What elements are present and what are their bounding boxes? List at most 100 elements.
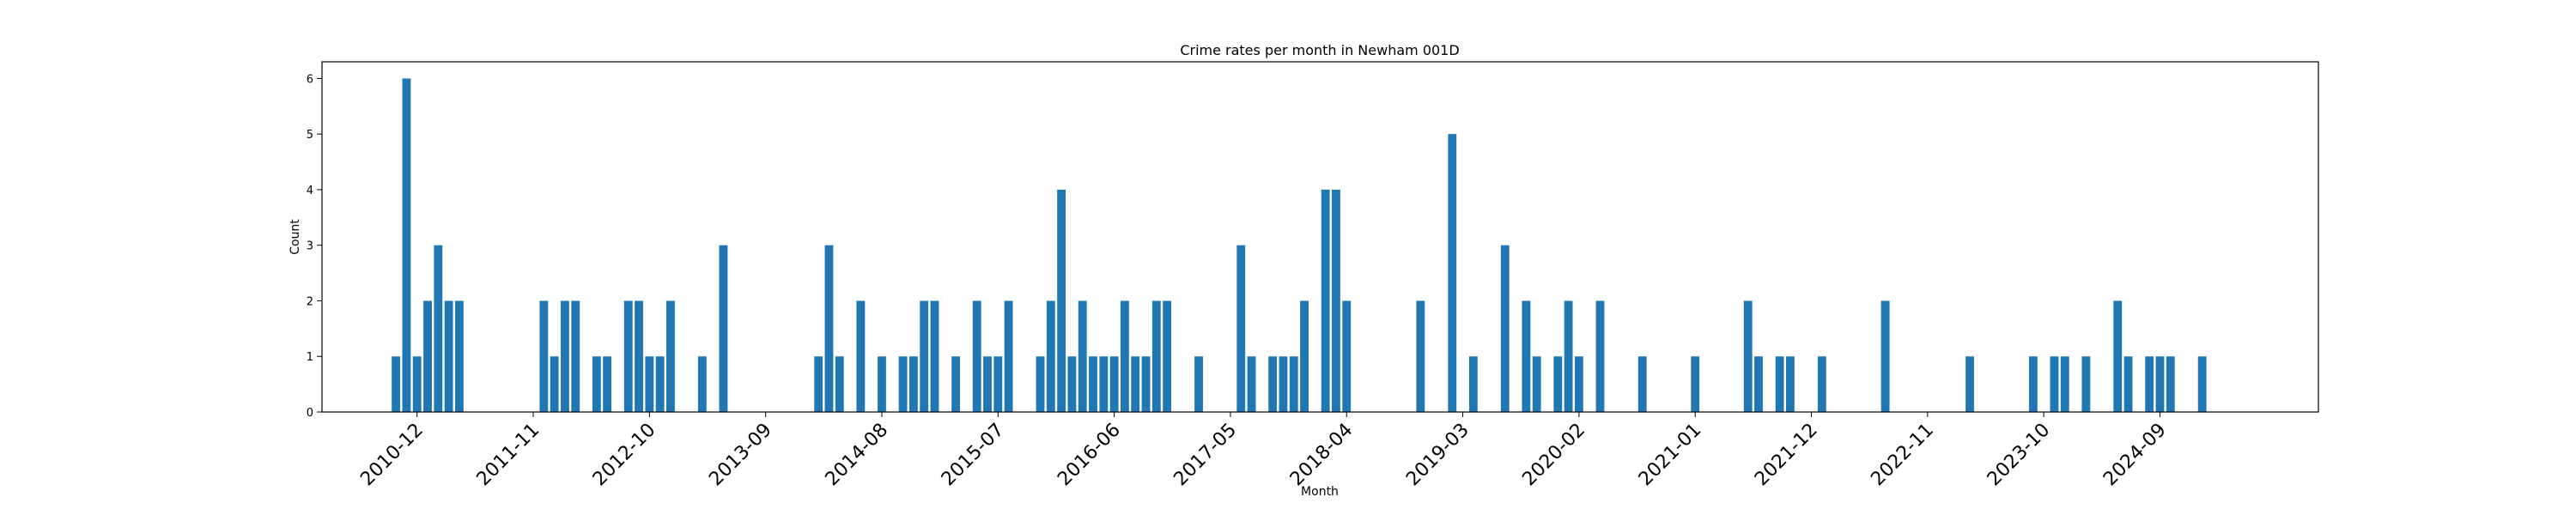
bar xyxy=(592,356,601,412)
x-tick-label: 2017-05 xyxy=(1170,420,1241,491)
bar xyxy=(561,300,569,412)
x-tick-label: 2013-09 xyxy=(705,420,776,491)
bar xyxy=(392,356,401,412)
x-tick-label: 2021-12 xyxy=(1751,420,1822,491)
bar xyxy=(1247,356,1256,412)
bar xyxy=(1046,300,1055,412)
bar xyxy=(1574,356,1583,412)
bar xyxy=(1564,300,1573,412)
bar xyxy=(1691,356,1700,412)
x-tick-label: 2020-02 xyxy=(1518,420,1589,491)
bar xyxy=(972,300,981,412)
bar xyxy=(455,300,464,412)
bar xyxy=(814,356,823,412)
bar xyxy=(2155,356,2165,412)
bar xyxy=(908,356,918,412)
bar xyxy=(402,78,411,413)
x-axis-label: Month xyxy=(1301,485,1339,499)
bar xyxy=(920,300,929,412)
x-tick-label: 2023-10 xyxy=(1984,420,2055,491)
bar xyxy=(1036,356,1045,412)
bar xyxy=(930,300,939,412)
bar xyxy=(2081,356,2091,412)
x-tick-label: 2021-01 xyxy=(1635,420,1706,491)
bar xyxy=(1163,300,1172,412)
bar xyxy=(2050,356,2059,412)
bar xyxy=(719,245,728,412)
x-tick-label: 2012-10 xyxy=(589,420,660,491)
bar xyxy=(2060,356,2069,412)
y-tick-label: 1 xyxy=(307,351,313,364)
x-tick-label: 2014-08 xyxy=(822,420,893,491)
y-tick-label: 6 xyxy=(307,73,313,86)
x-tick-label: 2018-04 xyxy=(1286,420,1358,491)
x-tick-label: 2024-09 xyxy=(2099,420,2171,491)
bar xyxy=(666,300,675,412)
bar xyxy=(1817,356,1826,412)
bar xyxy=(1151,300,1161,412)
bar xyxy=(1279,356,1288,412)
bar xyxy=(697,356,707,412)
bar xyxy=(655,356,665,412)
bar xyxy=(1416,300,1425,412)
bar xyxy=(2028,356,2038,412)
x-tick-label: 2011-11 xyxy=(473,420,544,491)
bar xyxy=(1880,300,1890,412)
bar xyxy=(878,356,886,412)
y-axis-label: Count xyxy=(289,219,302,255)
bar xyxy=(1754,356,1763,412)
bar xyxy=(2166,356,2175,412)
bar xyxy=(1532,356,1541,412)
x-axis: 2010-12 2011-11 2012-10 2013-09 2014-08 2015-… xyxy=(356,412,2171,491)
bar xyxy=(1099,356,1109,412)
y-tick-label: 0 xyxy=(307,407,313,420)
bar xyxy=(434,245,443,412)
bar xyxy=(1743,300,1753,412)
bar xyxy=(1194,356,1203,412)
bar xyxy=(1141,356,1151,412)
x-tick-label: 2010-12 xyxy=(356,420,428,491)
bar xyxy=(1553,356,1563,412)
bar xyxy=(1468,356,1478,412)
bar xyxy=(1089,356,1097,412)
bar xyxy=(835,356,844,412)
bar xyxy=(2197,356,2207,412)
bar xyxy=(444,300,453,412)
bar xyxy=(1595,300,1605,412)
chart-title: Crime rates per month in Newham 001D xyxy=(1180,42,1459,58)
bar xyxy=(550,356,559,412)
bar xyxy=(898,356,908,412)
bar xyxy=(412,356,422,412)
bar xyxy=(539,300,549,412)
bar xyxy=(635,300,643,412)
bar xyxy=(1289,356,1298,412)
bars-group xyxy=(392,78,2207,413)
bar xyxy=(1131,356,1140,412)
bar xyxy=(856,300,866,412)
y-tick-label: 2 xyxy=(307,295,313,308)
bar xyxy=(2145,356,2154,412)
bar xyxy=(824,245,834,412)
bar xyxy=(1057,189,1066,412)
bar xyxy=(1775,356,1784,412)
bar xyxy=(993,356,1003,412)
bar xyxy=(1342,300,1352,412)
x-tick-label: 2019-03 xyxy=(1402,420,1473,491)
bar xyxy=(423,300,432,412)
y-tick-label: 4 xyxy=(307,185,313,197)
bar xyxy=(645,356,654,412)
x-tick-label: 2022-11 xyxy=(1867,420,1938,491)
bar xyxy=(1004,300,1013,412)
bar xyxy=(2123,356,2133,412)
bar xyxy=(1268,356,1278,412)
bar xyxy=(623,300,633,412)
bar xyxy=(1321,189,1330,412)
y-tick-label: 5 xyxy=(307,129,313,142)
bar xyxy=(1300,300,1309,412)
bar xyxy=(1236,245,1246,412)
bar xyxy=(1500,245,1510,412)
bar xyxy=(2113,300,2123,412)
x-tick-label: 2015-07 xyxy=(938,420,1009,491)
bar xyxy=(1637,356,1647,412)
